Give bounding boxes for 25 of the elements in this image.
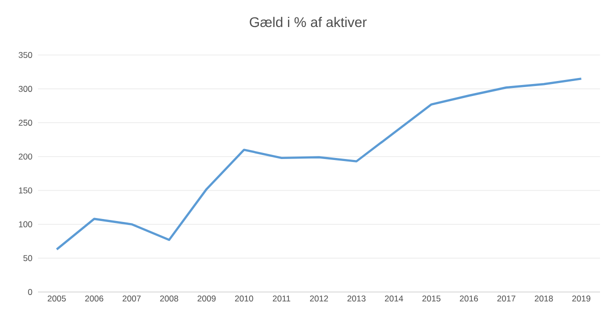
line-series [56, 78, 582, 250]
y-tick-label: 250 [18, 120, 32, 126]
x-tick-label: 2015 [422, 296, 440, 302]
y-tick-label: 200 [18, 154, 32, 160]
y-tick-label: 100 [18, 221, 32, 228]
x-tick-label: 2017 [497, 296, 516, 302]
x-tick-label: 2011 [272, 296, 290, 302]
x-tick-label: 2005 [48, 296, 66, 302]
x-tick-label: 2013 [347, 296, 366, 302]
x-tick-label: 2009 [198, 296, 216, 302]
x-tick-label: 2018 [534, 296, 553, 302]
chart-title: Gæld i % af aktiver [250, 16, 367, 28]
x-tick-label: 2006 [85, 296, 104, 302]
x-tick-label: 2014 [384, 296, 404, 302]
x-tick-label: 2016 [460, 296, 478, 302]
y-tick-label: 0 [28, 289, 32, 295]
x-tick-label: 2012 [310, 296, 328, 302]
y-tick-label: 150 [18, 187, 32, 194]
x-tick-label: 2010 [235, 296, 254, 302]
y-tick-label: 300 [18, 86, 32, 92]
x-tick-label: 2008 [160, 296, 178, 302]
x-tick-label: 2019 [572, 296, 590, 302]
x-tick-label: 2007 [122, 296, 141, 302]
y-tick-label: 50 [23, 255, 32, 262]
y-tick-label: 350 [18, 52, 32, 58]
